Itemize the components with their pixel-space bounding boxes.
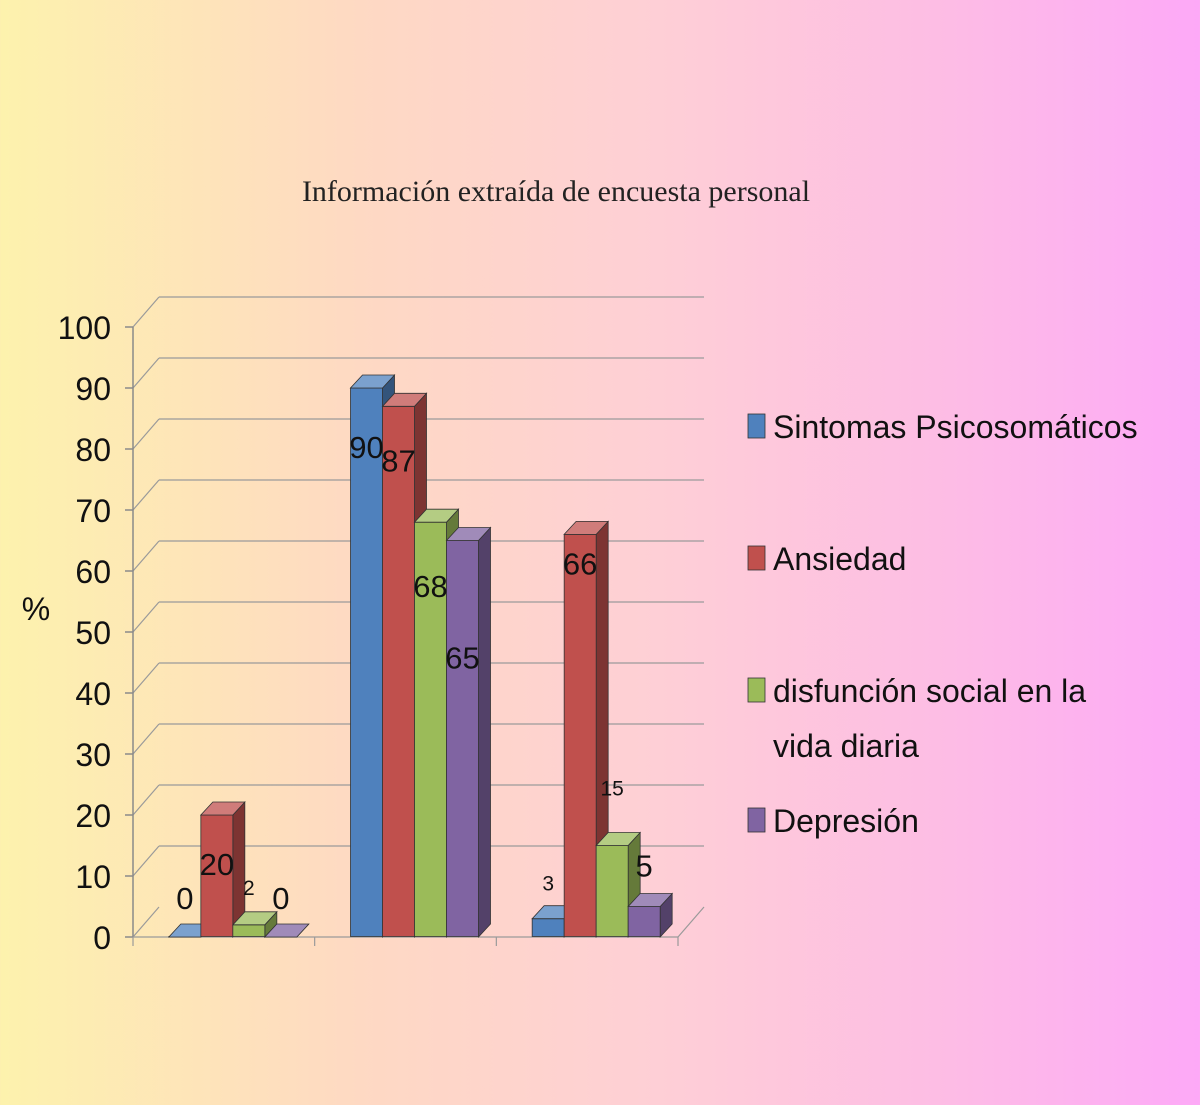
bars xyxy=(167,373,674,939)
gridline-diagonal xyxy=(132,662,160,694)
bar-top xyxy=(627,893,674,907)
legend-label: vida diaria xyxy=(773,728,919,764)
bar-front xyxy=(595,845,629,937)
bar-top xyxy=(595,832,642,846)
y-tick-label: 70 xyxy=(75,493,111,529)
chart-title: Información extraída de encuesta persona… xyxy=(302,175,810,208)
bar-front xyxy=(531,918,565,937)
legend-label: disfunción social en la xyxy=(773,673,1086,709)
axes xyxy=(125,326,705,946)
bar-value-label: 20 xyxy=(200,847,234,882)
bar xyxy=(199,800,246,939)
bar xyxy=(445,526,492,939)
bar-top xyxy=(231,911,278,926)
bar-top xyxy=(349,374,396,389)
bar xyxy=(627,892,674,939)
bar-front xyxy=(627,906,661,937)
legend-label: Depresión xyxy=(773,803,919,839)
legend-item: Depresión xyxy=(747,803,919,839)
gridline-diagonal xyxy=(132,906,160,938)
bar-value-label: 0 xyxy=(176,881,193,916)
floor-right-edge xyxy=(677,906,705,938)
bar-value-label: 15 xyxy=(600,778,623,801)
bar-front xyxy=(382,405,415,937)
bar-value-label: 66 xyxy=(563,546,597,581)
y-tick-labels: 0 10 20 30 40 50 60 70 80 90 100 xyxy=(58,310,111,956)
legend: Sintomas Psicosomáticos Ansiedad disfunció… xyxy=(747,409,1138,839)
bar-top xyxy=(445,527,492,541)
gridline-diagonal xyxy=(132,601,160,633)
y-tick-label: 40 xyxy=(75,676,111,712)
gridline-diagonal xyxy=(132,723,160,755)
bar xyxy=(563,520,610,939)
y-tick-label: 10 xyxy=(75,859,111,895)
bar-top xyxy=(563,521,610,535)
gridline-diagonal xyxy=(132,845,160,877)
data-labels: 0 90 3 20 87 66 2 68 15 0 65 5 xyxy=(176,430,653,916)
y-tick-label: 80 xyxy=(75,432,111,468)
legend-swatch xyxy=(747,807,766,833)
gridline-diagonal xyxy=(132,357,160,389)
bar-front xyxy=(350,387,383,937)
bar-front xyxy=(446,540,479,937)
bar-front xyxy=(563,534,597,937)
bar-top xyxy=(199,801,246,816)
legend-label: Ansiedad xyxy=(773,541,906,577)
bar-side xyxy=(478,526,491,939)
legend-item: Sintomas Psicosomáticos xyxy=(747,409,1138,445)
bar-value-label: 65 xyxy=(445,641,479,676)
y-tick-label: 60 xyxy=(75,554,111,590)
gridline-diagonal xyxy=(132,540,160,572)
y-tick-label: 100 xyxy=(58,310,111,346)
bar-top xyxy=(381,392,428,407)
legend-swatch xyxy=(747,677,766,703)
y-tick-label: 50 xyxy=(75,615,111,651)
bar-front xyxy=(232,924,266,937)
y-axis-label: % xyxy=(22,591,50,627)
legend-swatch xyxy=(747,413,766,439)
y-tick-label: 20 xyxy=(75,798,111,834)
legend-label: Sintomas Psicosomáticos xyxy=(773,409,1138,445)
bar-value-label: 3 xyxy=(542,873,554,896)
legend-swatch xyxy=(747,545,766,571)
bar-value-label: 68 xyxy=(413,569,447,604)
gridline-diagonal xyxy=(132,296,160,328)
y-tick-label: 30 xyxy=(75,737,111,773)
gridline-diagonal xyxy=(132,418,160,450)
bar-value-label: 5 xyxy=(636,849,653,884)
bar-value-label: 90 xyxy=(349,430,383,465)
bar-top xyxy=(263,923,310,938)
bar-top xyxy=(413,508,460,523)
y-tick-label: 90 xyxy=(75,371,111,407)
bar-value-label: 0 xyxy=(272,881,289,916)
y-tick-label: 0 xyxy=(93,920,111,956)
bar xyxy=(263,923,310,938)
legend-item: disfunción social en la vida diaria xyxy=(747,673,1086,764)
gridline-diagonal xyxy=(132,784,160,816)
bar xyxy=(231,910,278,939)
bar-value-label: 87 xyxy=(381,443,415,478)
bar-value-label: 2 xyxy=(243,877,255,900)
gridline-diagonal xyxy=(132,479,160,511)
legend-item: Ansiedad xyxy=(747,541,906,577)
